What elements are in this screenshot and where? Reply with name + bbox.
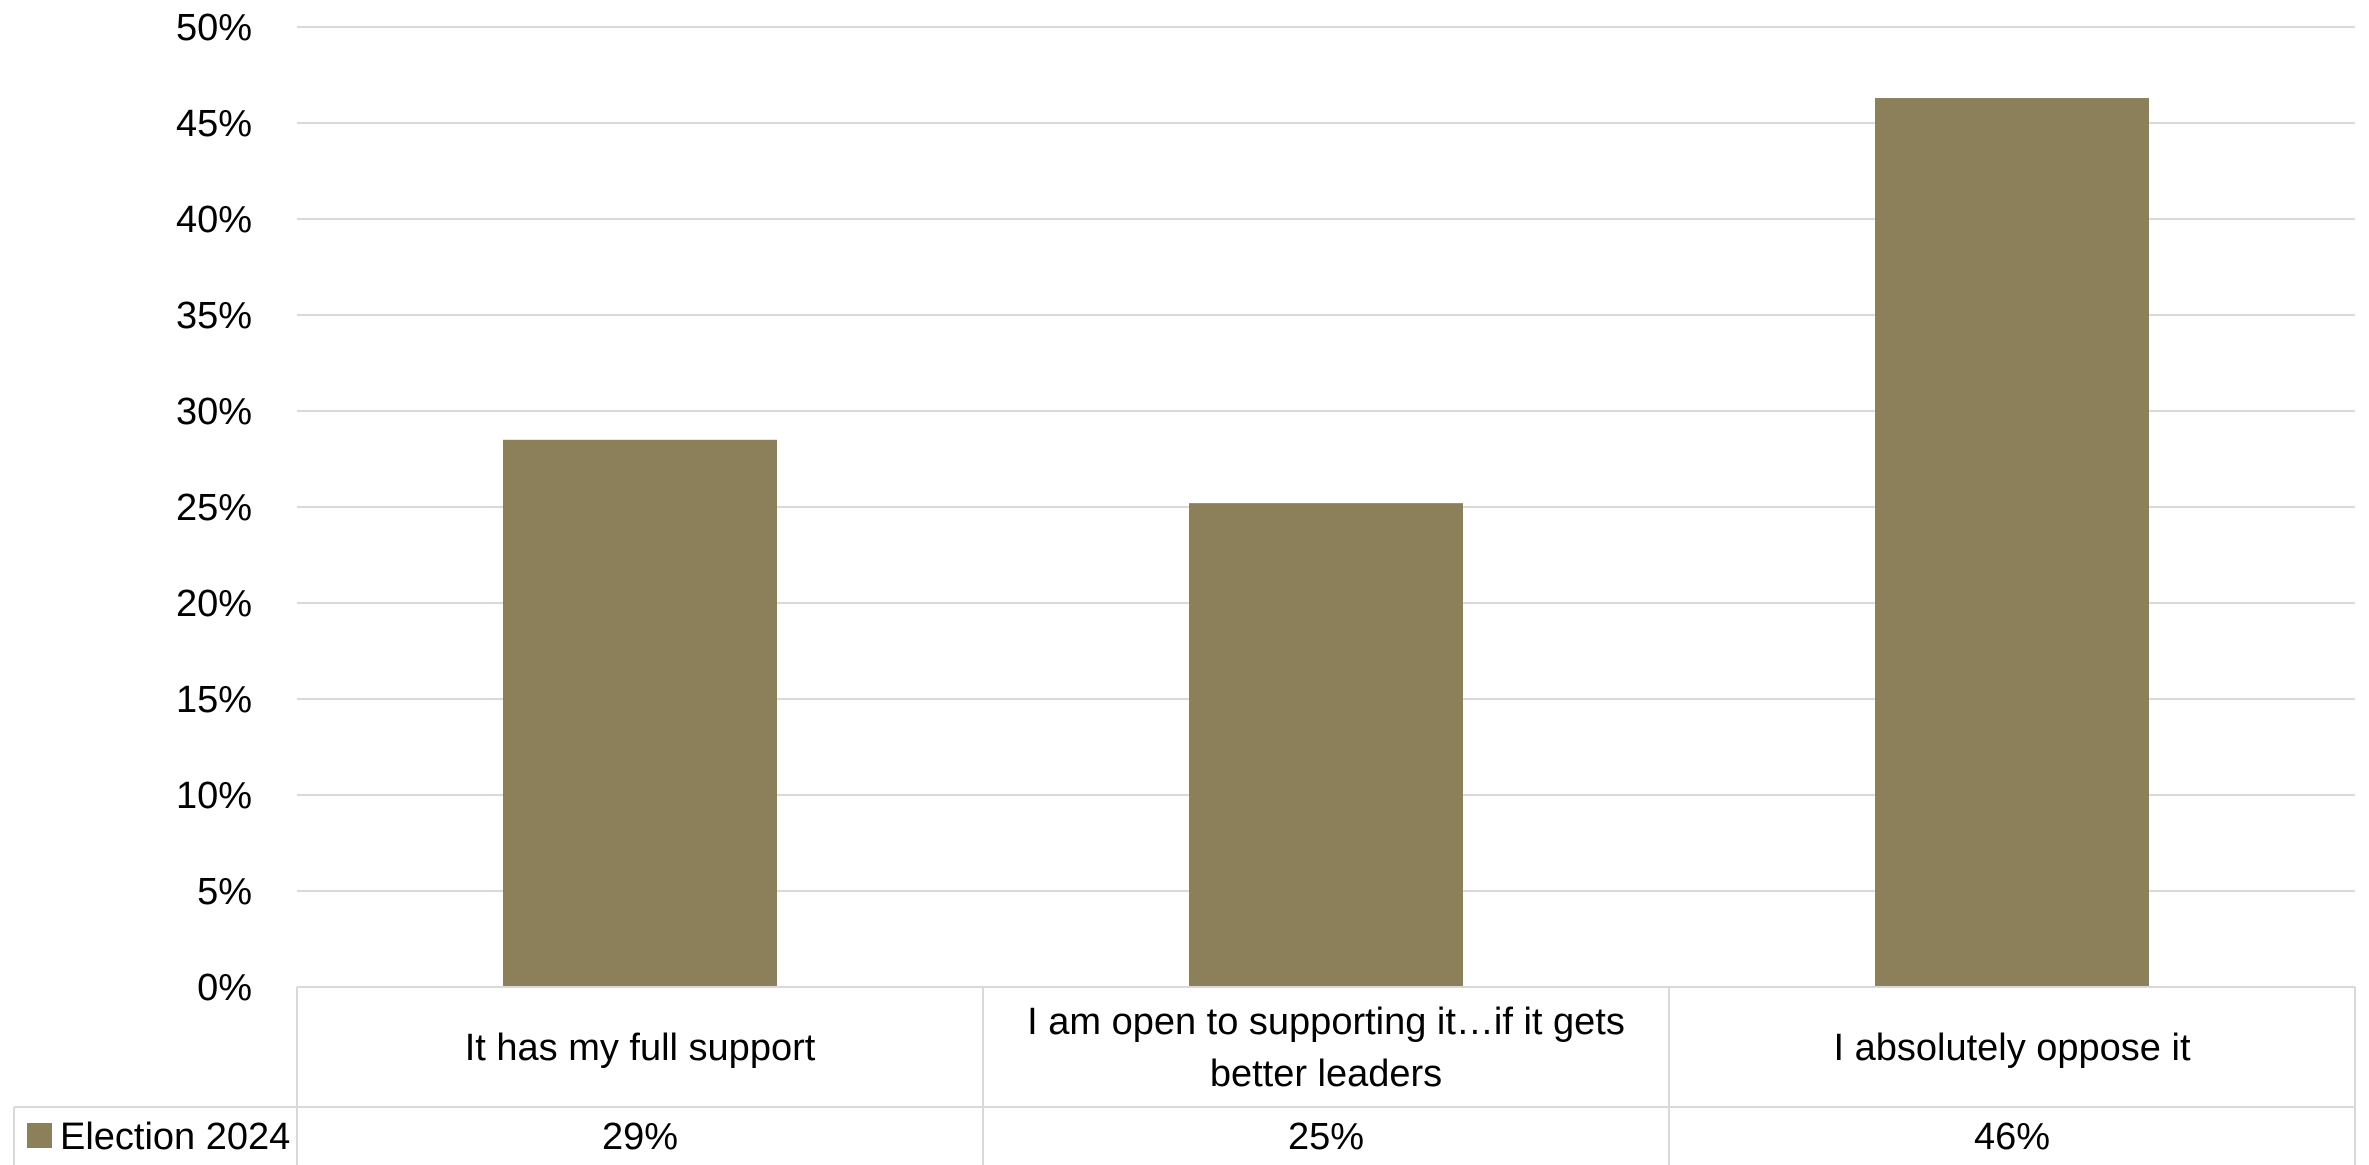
y-tick-label: 50% bbox=[176, 7, 252, 49]
category-label-line: better leaders bbox=[1210, 1053, 1442, 1095]
data-table: It has my full support I am open to suppo… bbox=[13, 986, 2356, 1165]
y-tick-label: 15% bbox=[176, 679, 252, 721]
y-tick-label: 0% bbox=[197, 967, 252, 1009]
data-label: 25% bbox=[1288, 1116, 1364, 1158]
category-label: I absolutely oppose it bbox=[1833, 1027, 2190, 1069]
y-tick-label: 30% bbox=[176, 391, 252, 433]
y-tick-label: 35% bbox=[176, 295, 252, 337]
category-label-line: It has my full support bbox=[465, 1027, 816, 1069]
y-tick-label: 40% bbox=[176, 199, 252, 241]
y-tick-label: 20% bbox=[176, 583, 252, 625]
y-tick-label: 5% bbox=[197, 871, 252, 913]
bars bbox=[503, 98, 2149, 988]
category-label-line: I am open to supporting it…if it gets bbox=[1027, 1001, 1625, 1043]
y-tick-label: 25% bbox=[176, 487, 252, 529]
y-axis: 0% 5% 10% 15% 20% 25% 30% 35% 40% 45% 50% bbox=[176, 7, 252, 1009]
category-label: I am open to supporting it…if it gets bet… bbox=[1027, 1001, 1625, 1095]
y-tick-label: 10% bbox=[176, 775, 252, 817]
data-label: 46% bbox=[1974, 1116, 2050, 1158]
bar bbox=[1875, 98, 2149, 988]
y-tick-label: 45% bbox=[176, 103, 252, 145]
legend-label: Election 2024 bbox=[60, 1116, 290, 1158]
legend-swatch bbox=[27, 1123, 52, 1148]
bar bbox=[1189, 503, 1463, 987]
category-label-line: I absolutely oppose it bbox=[1833, 1027, 2190, 1069]
data-label: 29% bbox=[602, 1116, 678, 1158]
bar bbox=[503, 439, 777, 987]
category-label: It has my full support bbox=[465, 1027, 816, 1069]
